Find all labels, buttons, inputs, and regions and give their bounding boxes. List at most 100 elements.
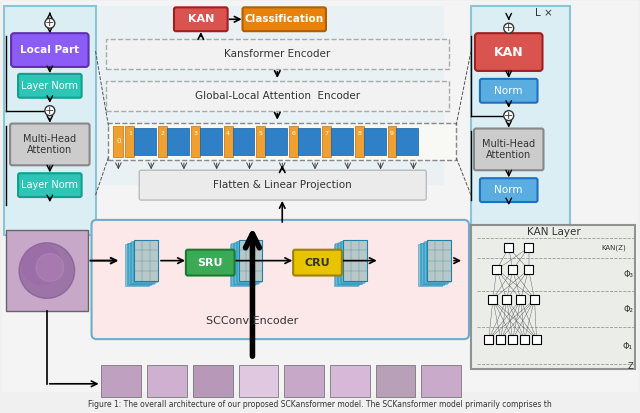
Circle shape [36,254,64,282]
Text: CRU: CRU [304,258,330,268]
FancyBboxPatch shape [10,123,90,165]
Bar [337,243,361,285]
Text: Multi-Head: Multi-Head [23,135,76,145]
Bar [130,242,154,284]
FancyBboxPatch shape [492,265,501,274]
Text: Φ₂: Φ₂ [623,305,633,314]
Bar [322,126,331,157]
Bar [132,240,157,282]
Bar [97,6,444,185]
Text: +: + [45,106,54,116]
Text: +: + [504,111,513,121]
FancyBboxPatch shape [488,295,497,304]
FancyBboxPatch shape [480,79,538,103]
Bar [471,225,635,369]
FancyBboxPatch shape [11,33,88,67]
FancyBboxPatch shape [484,335,493,344]
Text: 8: 8 [357,131,361,136]
Text: Multi-Head: Multi-Head [482,140,535,150]
Circle shape [22,245,61,285]
Text: 9: 9 [390,131,394,136]
Text: +: + [504,23,513,33]
Bar [125,244,149,286]
Bar [234,242,258,284]
Text: L ×: L × [534,8,552,18]
Text: Z: Z [627,363,633,371]
Circle shape [19,243,75,298]
Text: Layer Norm: Layer Norm [21,81,78,91]
Bar [339,242,362,284]
Bar [230,244,253,286]
FancyBboxPatch shape [530,295,539,304]
Bar [191,126,200,157]
Text: 6: 6 [292,131,296,136]
Bar [106,39,449,69]
Bar [113,126,124,157]
Text: KAN: KAN [494,45,524,59]
FancyBboxPatch shape [480,178,538,202]
FancyBboxPatch shape [504,243,513,252]
FancyBboxPatch shape [508,335,517,344]
Text: +: + [45,18,54,28]
FancyBboxPatch shape [186,250,235,275]
Bar [341,240,365,282]
Bar [147,365,187,397]
FancyBboxPatch shape [92,220,469,339]
Circle shape [45,106,55,116]
FancyBboxPatch shape [520,335,529,344]
Bar [239,365,278,397]
Bar [223,126,232,157]
Bar [340,241,364,283]
Bar [232,128,255,155]
Bar [421,243,445,285]
Bar [108,123,456,160]
Bar [355,126,364,157]
Bar [397,128,419,155]
Text: Kansformer Encoder: Kansformer Encoder [224,49,330,59]
FancyBboxPatch shape [174,7,228,31]
Bar [426,240,450,282]
Bar [343,240,367,282]
Text: Norm: Norm [495,86,523,96]
Bar [364,128,385,155]
FancyBboxPatch shape [293,250,342,275]
Bar [237,240,261,282]
Text: 5: 5 [259,131,263,136]
Circle shape [504,111,514,121]
Text: Φ₃: Φ₃ [623,270,633,279]
FancyBboxPatch shape [496,335,505,344]
Bar [330,365,370,397]
Bar [4,6,95,235]
Bar [423,242,447,284]
FancyBboxPatch shape [474,128,543,170]
Text: Figure 1: The overall architecture of our proposed SCKansformer model. The SCKan: Figure 1: The overall architecture of ou… [88,400,552,409]
Text: Norm: Norm [495,185,523,195]
Bar [257,126,266,157]
Bar [134,240,158,282]
Text: KAN: KAN [188,14,214,24]
Bar [158,126,167,157]
Bar [419,244,442,286]
Bar [298,128,320,155]
Bar [335,244,359,285]
Bar [134,240,158,282]
Bar [232,243,257,285]
Bar [193,365,232,397]
Bar [167,128,189,155]
Bar [125,126,134,157]
Bar [6,230,88,311]
Bar [343,240,367,282]
Bar [376,365,415,397]
Bar [471,6,570,225]
Text: 4: 4 [226,131,230,136]
Bar [289,126,298,157]
Text: 1: 1 [128,131,132,136]
Text: Classification: Classification [244,14,324,24]
Bar [420,244,444,285]
Circle shape [45,18,55,28]
Text: Layer Norm: Layer Norm [21,180,78,190]
Bar [200,128,221,155]
Bar [421,365,461,397]
Text: SRU: SRU [197,258,223,268]
Bar [331,128,353,155]
